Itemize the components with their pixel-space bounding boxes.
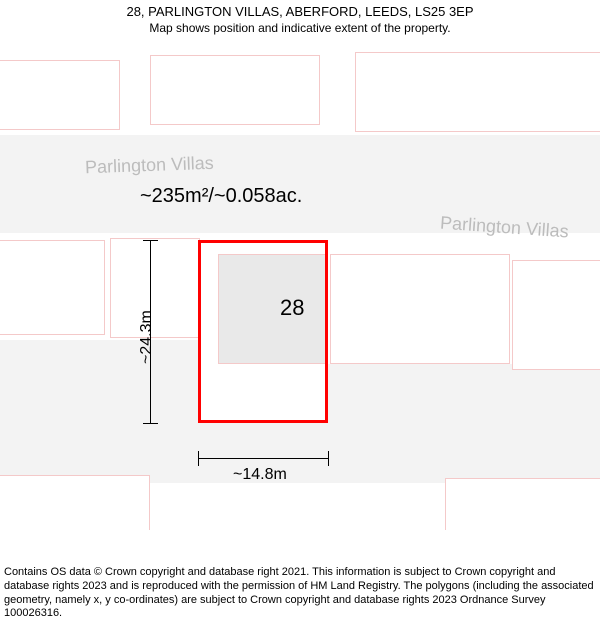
building-outline bbox=[0, 240, 105, 335]
area-label: ~235m²/~0.058ac. bbox=[140, 185, 302, 208]
header-subtitle: Map shows position and indicative extent… bbox=[0, 21, 600, 37]
dim-width-cap-l bbox=[198, 451, 199, 466]
dim-width-cap-r bbox=[328, 451, 329, 466]
page: 28, PARLINGTON VILLAS, ABERFORD, LEEDS, … bbox=[0, 0, 600, 625]
property-highlight bbox=[198, 240, 328, 423]
property-address: 28, PARLINGTON VILLAS, ABERFORD, LEEDS, … bbox=[0, 4, 600, 21]
building-outline bbox=[150, 55, 320, 125]
building-outline bbox=[445, 478, 600, 530]
copyright-footer: Contains OS data © Crown copyright and d… bbox=[4, 566, 596, 621]
building-outline bbox=[0, 475, 150, 530]
house-number: 28 bbox=[280, 295, 304, 321]
header: 28, PARLINGTON VILLAS, ABERFORD, LEEDS, … bbox=[0, 4, 600, 36]
map: Parlington VillasParlington Villas ~235m… bbox=[0, 40, 600, 530]
dim-width-label: ~14.8m bbox=[233, 466, 287, 484]
building-outline bbox=[330, 254, 510, 364]
dim-height-cap-bot bbox=[143, 423, 158, 424]
dim-height-cap-top bbox=[143, 240, 158, 241]
dim-height-label: ~24.3m bbox=[138, 310, 156, 364]
building-outline bbox=[0, 60, 120, 130]
dim-width-line bbox=[198, 458, 328, 459]
road-band bbox=[0, 423, 600, 483]
building-outline bbox=[355, 52, 600, 132]
building-outline bbox=[512, 260, 600, 370]
street-label: Parlington Villas bbox=[85, 153, 214, 178]
